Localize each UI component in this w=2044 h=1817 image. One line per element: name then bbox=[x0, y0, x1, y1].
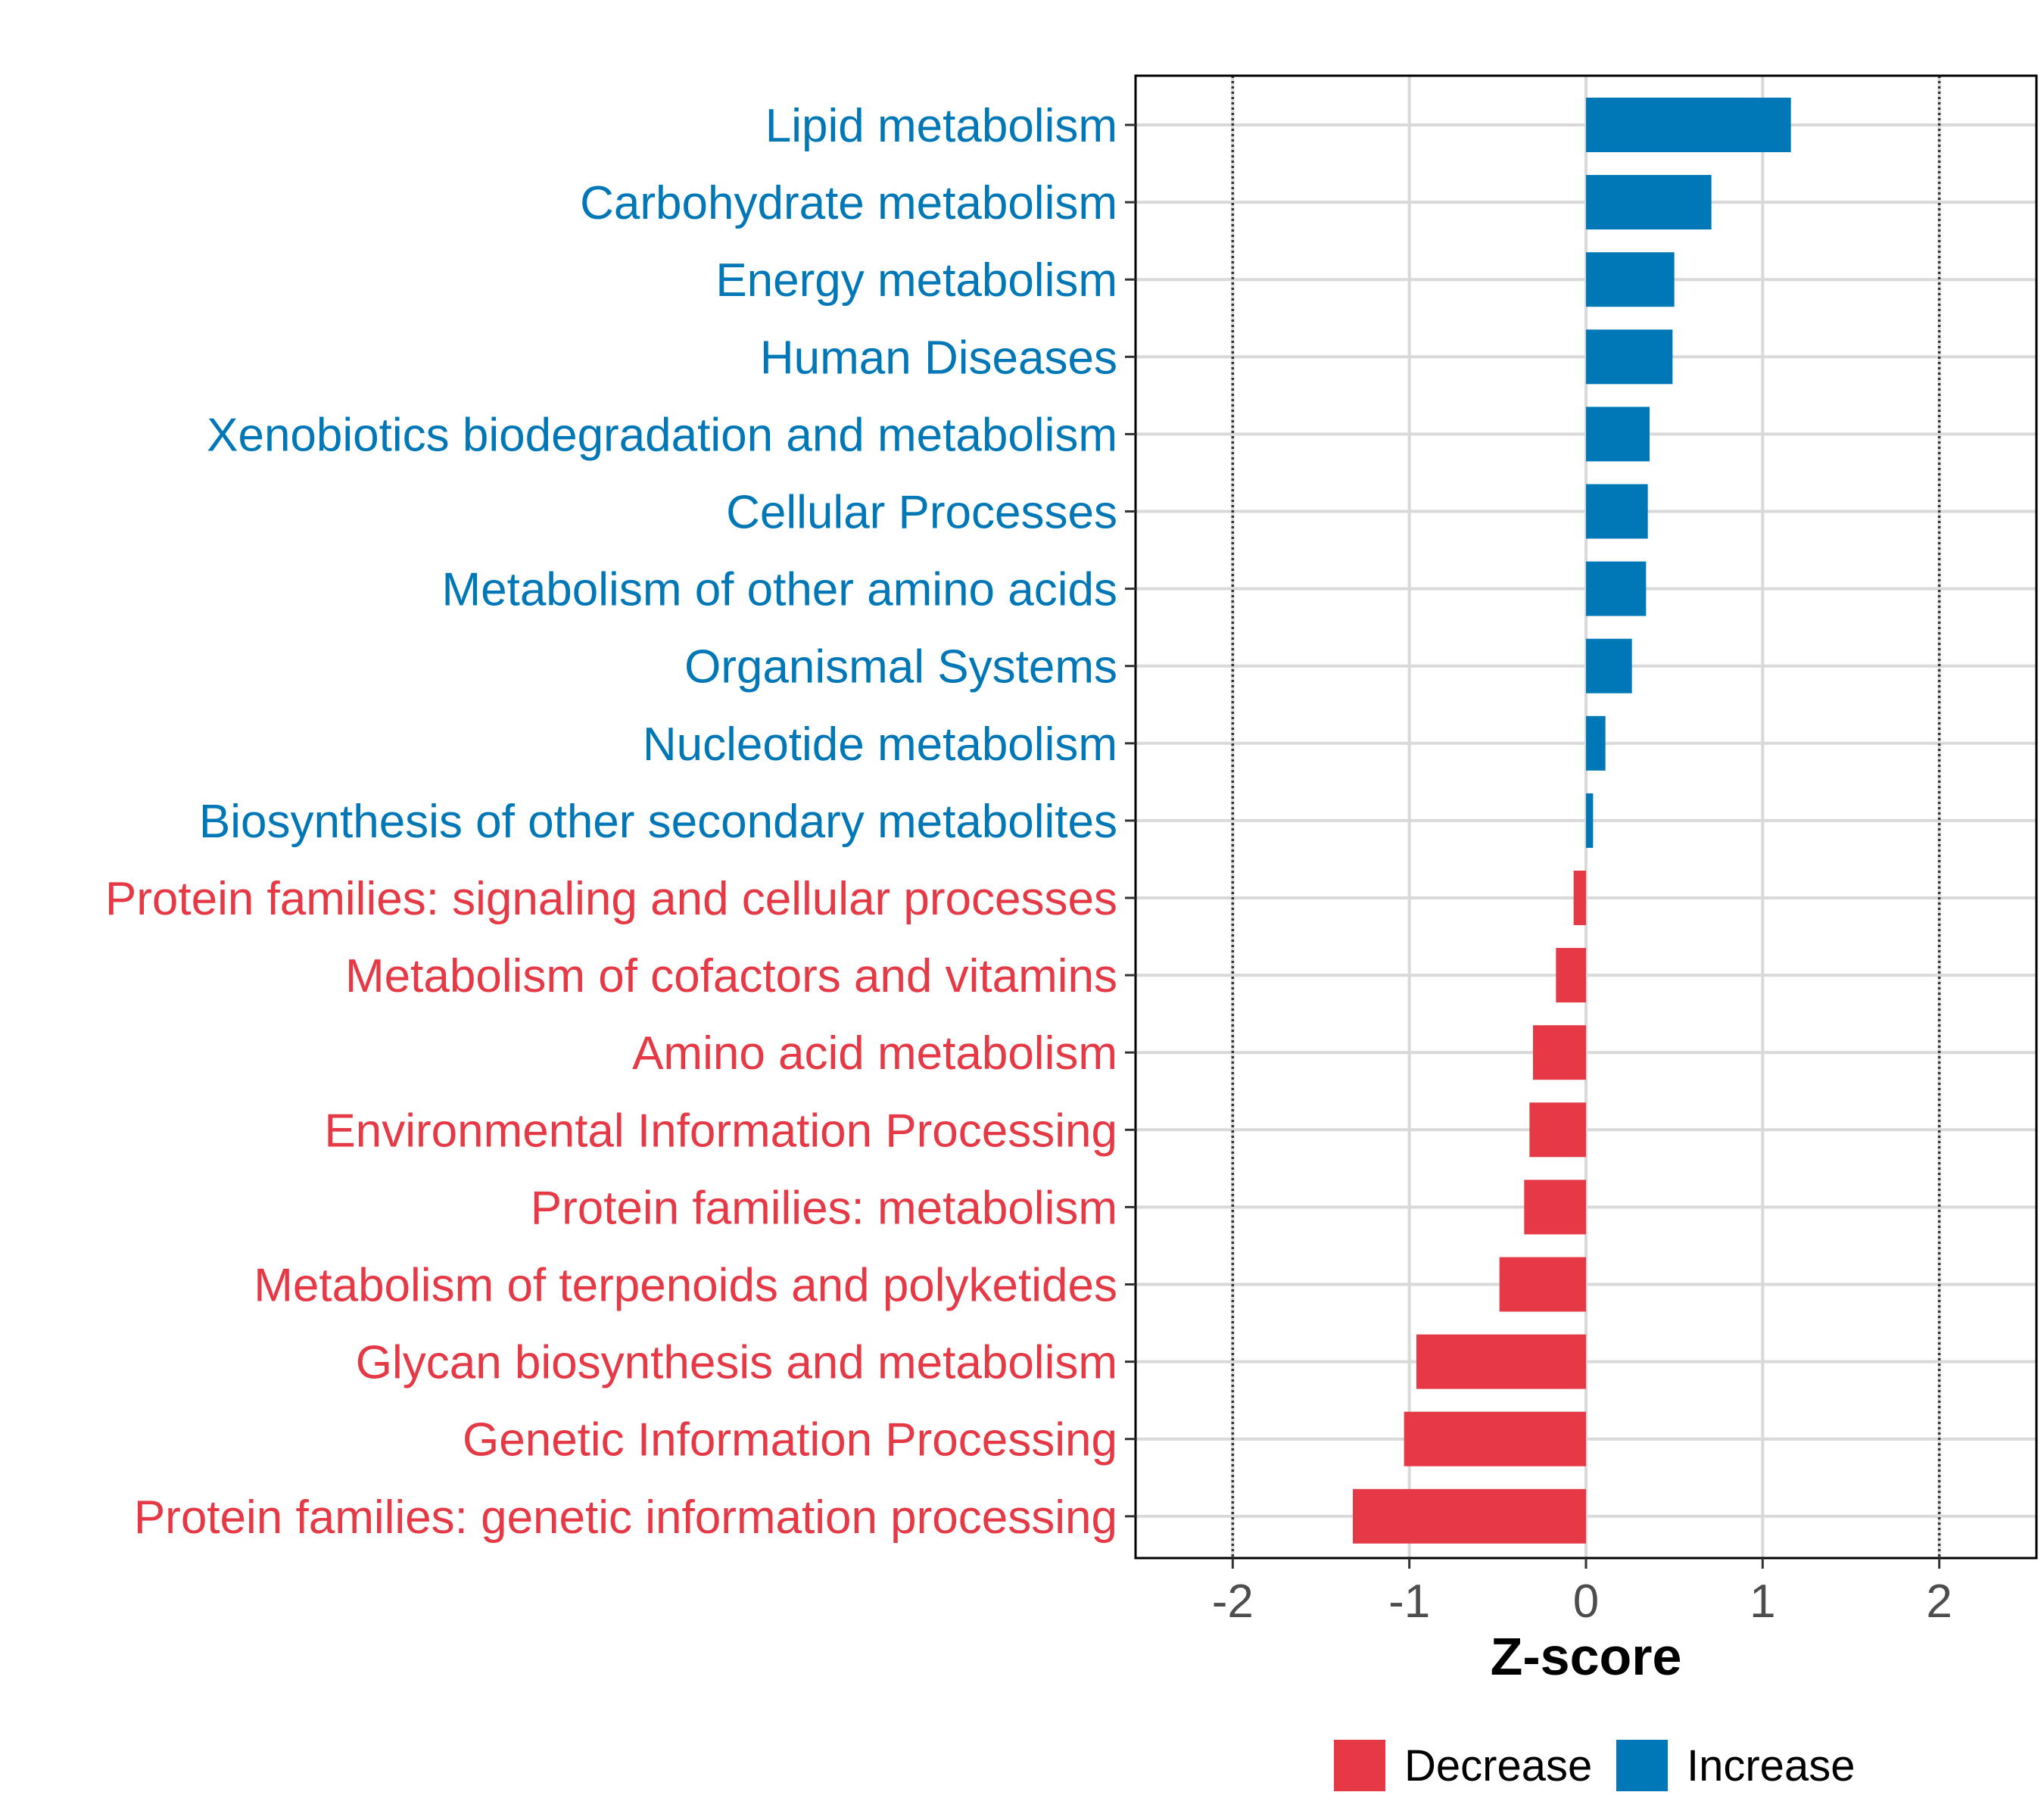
bars bbox=[1353, 98, 1791, 1544]
category-label: Metabolism of other amino acids bbox=[441, 564, 1117, 616]
x-tick-label: -1 bbox=[1388, 1575, 1430, 1628]
axis-ticks bbox=[1125, 123, 1941, 1569]
legend-label: Increase bbox=[1687, 1741, 1855, 1791]
category-label: Metabolism of terpenoids and polyketides bbox=[254, 1260, 1117, 1312]
x-axis-title: Z-score bbox=[1491, 1627, 1682, 1686]
bar bbox=[1499, 1257, 1586, 1312]
category-label: Environmental Information Processing bbox=[324, 1105, 1117, 1157]
bar bbox=[1586, 638, 1632, 693]
category-label: Protein families: genetic information pr… bbox=[134, 1491, 1117, 1544]
category-label: Protein families: signaling and cellular… bbox=[105, 873, 1117, 925]
bar bbox=[1586, 793, 1594, 848]
category-label: Metabolism of cofactors and vitamins bbox=[345, 950, 1117, 1002]
legend-swatch bbox=[1334, 1740, 1385, 1791]
legend-label: Decrease bbox=[1404, 1741, 1592, 1791]
category-label: Xenobiotics biodegradation and metabolis… bbox=[207, 409, 1117, 461]
bar bbox=[1586, 175, 1712, 230]
x-tick-label: 2 bbox=[1926, 1575, 1952, 1628]
bar bbox=[1586, 98, 1791, 152]
legend-swatch bbox=[1616, 1740, 1668, 1791]
bar bbox=[1586, 407, 1650, 462]
bar bbox=[1353, 1488, 1586, 1544]
category-label: Biosynthesis of other secondary metaboli… bbox=[199, 796, 1117, 848]
bar bbox=[1586, 329, 1673, 385]
bar bbox=[1524, 1180, 1586, 1235]
category-label: Carbohydrate metabolism bbox=[580, 177, 1117, 229]
bar bbox=[1586, 561, 1647, 616]
x-tick-label: -2 bbox=[1212, 1575, 1254, 1628]
bar bbox=[1533, 1025, 1586, 1080]
bar bbox=[1416, 1334, 1586, 1389]
bar bbox=[1586, 484, 1648, 539]
category-label: Amino acid metabolism bbox=[632, 1027, 1117, 1080]
bar bbox=[1404, 1411, 1586, 1466]
category-label: Human Diseases bbox=[760, 332, 1117, 384]
bar bbox=[1529, 1102, 1586, 1158]
bar bbox=[1556, 948, 1586, 1003]
bar bbox=[1586, 715, 1606, 771]
category-label: Genetic Information Processing bbox=[463, 1414, 1117, 1466]
category-labels: Lipid metabolism Carbohydrate metabolism E… bbox=[105, 100, 1117, 1544]
x-tick-label: 0 bbox=[1573, 1575, 1599, 1628]
x-tick-labels: -2 -1 0 1 2 bbox=[1212, 1575, 1952, 1628]
category-label: Lipid metabolism bbox=[765, 100, 1117, 152]
legend: Decrease Increase bbox=[1334, 1740, 1855, 1791]
category-label: Cellular Processes bbox=[726, 487, 1117, 539]
reference-lines bbox=[1231, 76, 1941, 1558]
category-label: Protein families: metabolism bbox=[531, 1182, 1117, 1234]
category-label: Glycan biosynthesis and metabolism bbox=[356, 1337, 1117, 1389]
category-label: Nucleotide metabolism bbox=[643, 718, 1117, 771]
x-tick-label: 1 bbox=[1750, 1575, 1775, 1628]
category-label: Energy metabolism bbox=[715, 254, 1117, 307]
bar bbox=[1586, 252, 1675, 307]
category-label: Organismal Systems bbox=[684, 641, 1117, 693]
bar bbox=[1573, 871, 1586, 925]
